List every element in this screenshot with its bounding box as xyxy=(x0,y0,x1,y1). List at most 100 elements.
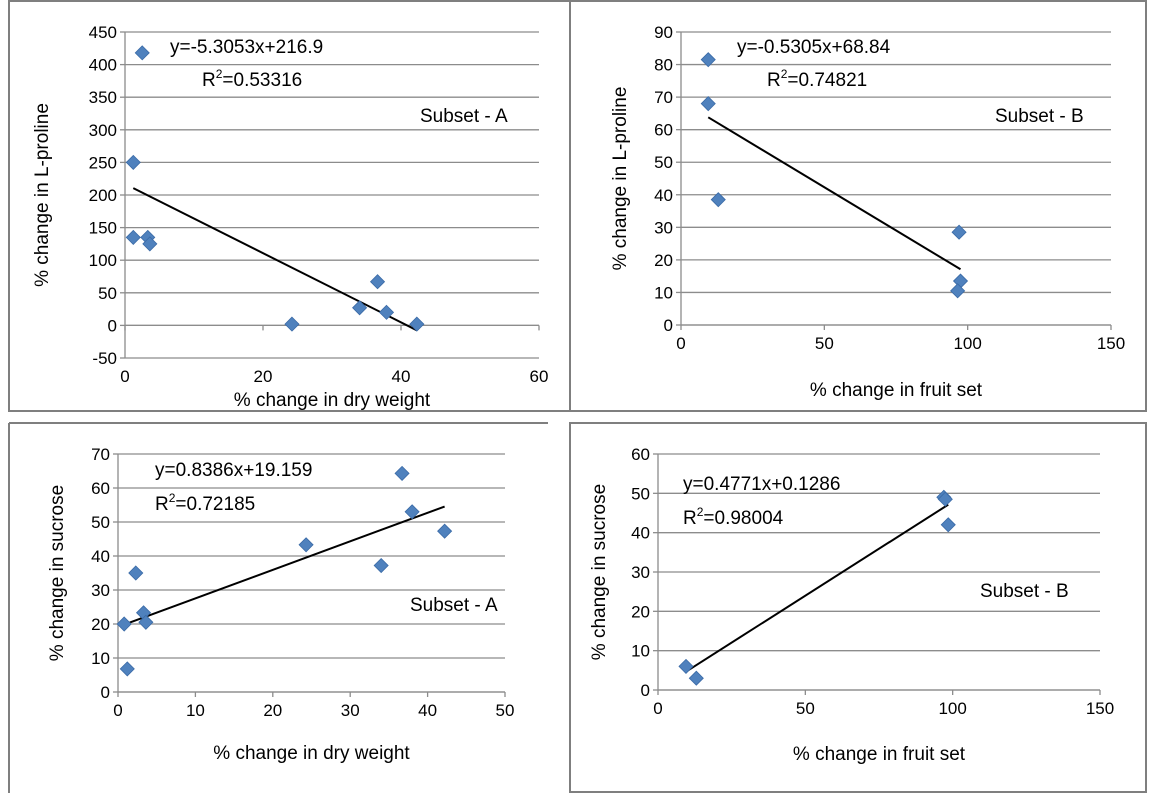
x-tick-label: 100 xyxy=(938,699,966,718)
y-tick-label: 50 xyxy=(631,484,650,503)
x-tick-label: 0 xyxy=(113,701,122,720)
data-point xyxy=(116,616,132,632)
trendline xyxy=(132,187,418,332)
data-point xyxy=(394,465,410,481)
x-tick-label: 0 xyxy=(653,699,662,718)
y-tick-label: 150 xyxy=(89,219,117,238)
trendline-equation: y=0.4771x+0.1286 xyxy=(683,474,840,495)
y-tick-label: 50 xyxy=(98,284,117,303)
y-axis-title: % change in L-proline xyxy=(610,87,631,271)
data-point xyxy=(138,614,154,630)
y-tick-label: 20 xyxy=(654,251,673,270)
y-axis-title: % change in L-proline xyxy=(32,103,53,287)
x-tick-label: 0 xyxy=(676,334,685,353)
data-point xyxy=(404,504,420,520)
trendline xyxy=(685,503,949,673)
data-point xyxy=(373,557,389,574)
trendline-equation: y=-0.5305x+68.84 xyxy=(737,37,891,58)
data-point xyxy=(134,45,150,61)
panel-frame-4 xyxy=(569,422,1147,793)
data-point xyxy=(125,229,141,245)
x-tick-label: 50 xyxy=(815,334,834,353)
x-axis-title: % change in fruit set xyxy=(793,744,966,765)
data-point xyxy=(951,224,967,240)
x-tick-label: 50 xyxy=(496,701,515,720)
panel-frames xyxy=(8,0,1147,793)
data-point xyxy=(128,565,144,581)
x-tick-label: 0 xyxy=(120,367,129,386)
x-tick-label: 40 xyxy=(418,701,437,720)
r-squared-label: R2=0.74821 xyxy=(767,67,867,91)
y-axis-title: % change in sucrose xyxy=(589,484,610,660)
panel-frame-2 xyxy=(569,0,1147,412)
y-tick-label: 90 xyxy=(654,23,673,42)
chart-3: 0 10 20 30 40 50 60 70 0 10 20 30 40 50 % change in dr… xyxy=(47,445,514,764)
x-tick-label: 50 xyxy=(796,699,815,718)
x-tick-label: 20 xyxy=(263,701,282,720)
data-point xyxy=(125,154,141,170)
y-tick-label: 250 xyxy=(89,153,117,172)
data-point xyxy=(378,304,395,320)
y-tick-label: 70 xyxy=(91,445,110,464)
trendline-equation: y=-5.3053x+216.9 xyxy=(170,37,323,58)
y-tick-label: 80 xyxy=(654,56,673,75)
y-tick-label: 30 xyxy=(631,563,650,582)
y-tick-label: 0 xyxy=(641,681,650,700)
y-tick-label: 60 xyxy=(631,445,650,464)
y-tick-label: 10 xyxy=(91,649,110,668)
x-tick-label: 10 xyxy=(186,701,205,720)
y-tick-label: 20 xyxy=(631,602,650,621)
y-tick-label: 40 xyxy=(654,186,673,205)
y-tick-label: 30 xyxy=(91,581,110,600)
chart-4: 0 10 20 30 40 50 60 0 50 100 150 % change in fruit … xyxy=(589,445,1114,765)
y-tick-label: 350 xyxy=(89,88,117,107)
x-axis-title: % change in fruit set xyxy=(810,380,983,401)
y-tick-label: 100 xyxy=(89,251,117,270)
trendline xyxy=(707,116,962,271)
data-point xyxy=(142,236,158,252)
subset-label: Subset - A xyxy=(420,106,508,127)
trendline-equation: y=0.8386x+19.159 xyxy=(155,460,312,481)
x-tick-label: 60 xyxy=(530,367,549,386)
x-tick-label: 150 xyxy=(1086,699,1114,718)
subset-label: Subset - A xyxy=(410,595,498,616)
data-point xyxy=(937,491,953,507)
y-tick-label: 60 xyxy=(654,121,673,140)
y-tick-label: 30 xyxy=(654,218,673,237)
data-point xyxy=(437,523,453,539)
y-tick-label: 0 xyxy=(108,316,117,335)
y-tick-label: 20 xyxy=(91,615,110,634)
y-tick-label: 40 xyxy=(631,524,650,543)
x-tick-label: 150 xyxy=(1097,334,1125,353)
y-axis-title: % change in sucrose xyxy=(47,485,68,661)
y-tick-label: 70 xyxy=(654,88,673,107)
subset-label: Subset - B xyxy=(980,581,1069,602)
chart-2: 0 10 20 30 40 50 60 70 80 90 0 50 100 150 % change in … xyxy=(610,23,1125,401)
subset-label: Subset - B xyxy=(995,106,1084,127)
x-tick-label: 40 xyxy=(392,367,411,386)
r-squared-label: R2=0.72185 xyxy=(155,491,255,515)
data-point xyxy=(710,192,726,208)
x-tick-label: 100 xyxy=(953,334,981,353)
y-tick-label: 10 xyxy=(631,642,650,661)
y-tick-label: 0 xyxy=(664,316,673,335)
y-tick-label: 300 xyxy=(89,121,117,140)
y-tick-label: 50 xyxy=(654,153,673,172)
data-point xyxy=(700,52,716,68)
data-point xyxy=(688,670,704,686)
data-point xyxy=(700,96,716,112)
data-point xyxy=(298,537,314,553)
r-squared-label: R2=0.53316 xyxy=(202,67,302,91)
trendline xyxy=(123,505,445,626)
y-tick-label: 200 xyxy=(89,186,117,205)
y-tick-label: 50 xyxy=(91,513,110,532)
x-axis-title: % change in dry weight xyxy=(234,390,431,411)
y-tick-label: -50 xyxy=(92,349,117,368)
y-tick-label: 400 xyxy=(89,56,117,75)
data-point xyxy=(352,300,368,316)
data-point xyxy=(940,517,956,533)
y-tick-label: 450 xyxy=(89,23,117,42)
